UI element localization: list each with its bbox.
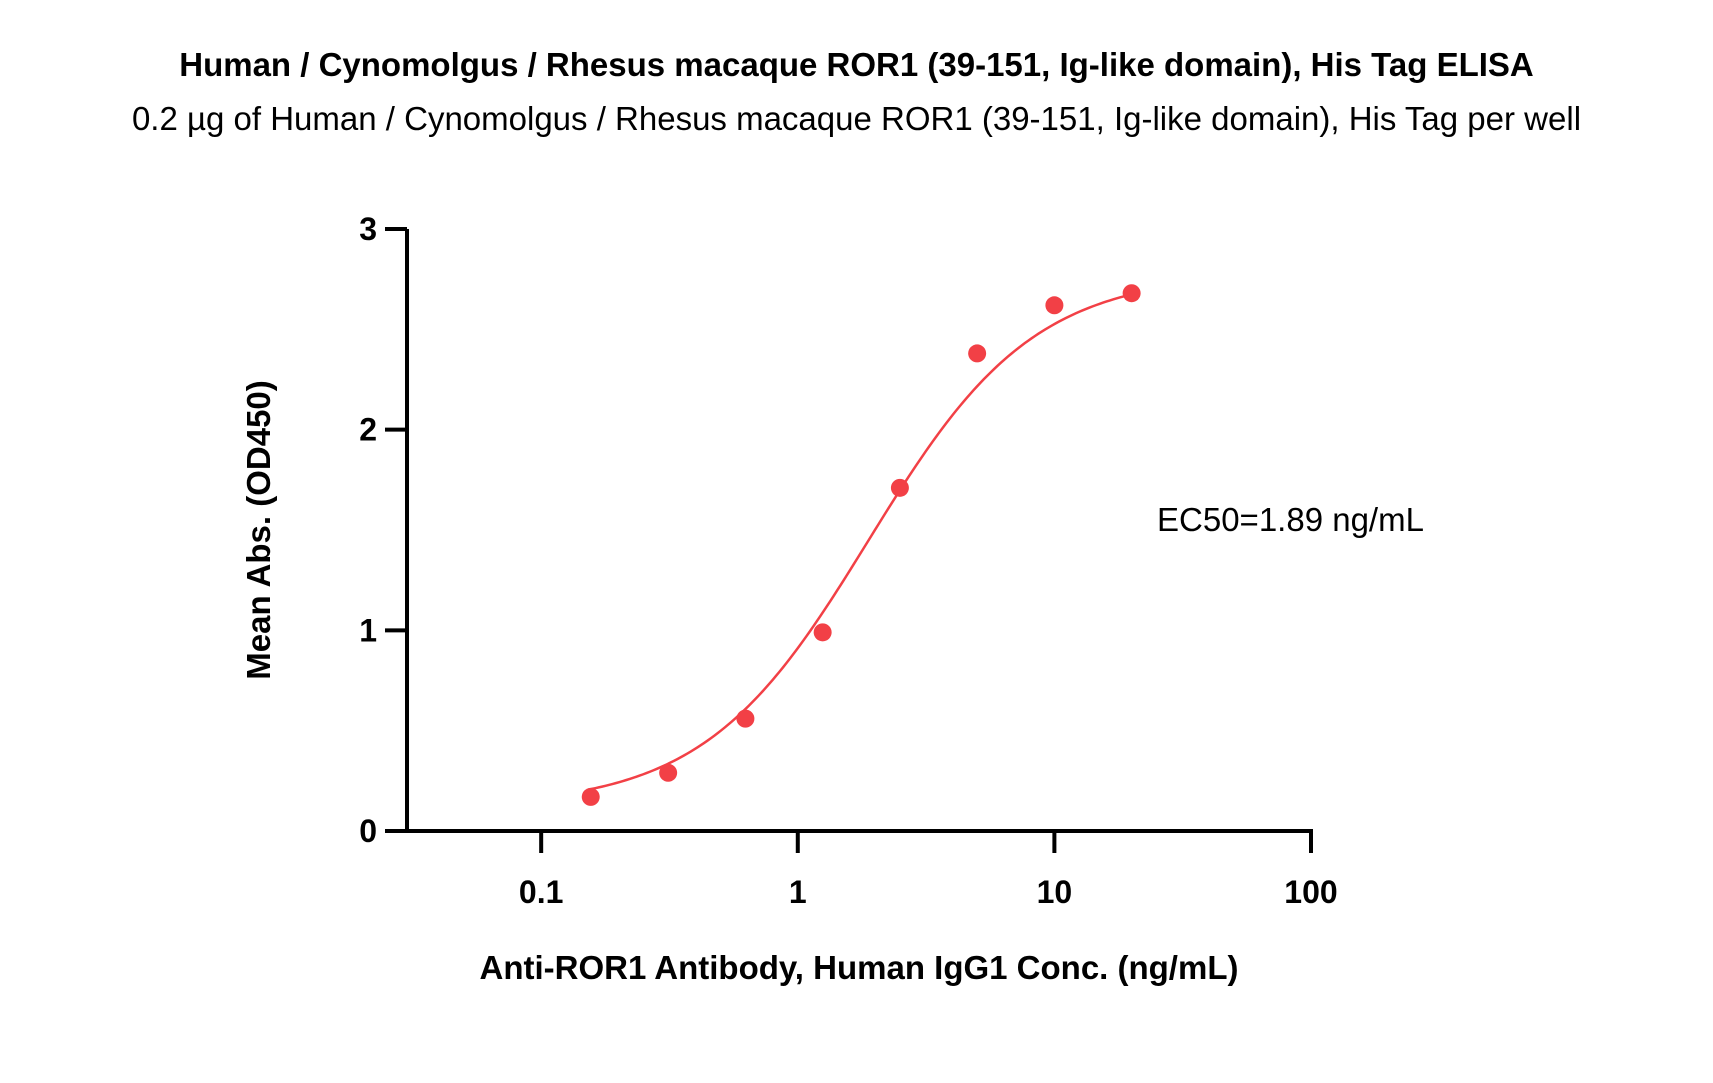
y-axis-title: Mean Abs. (OD450) [240, 380, 277, 680]
x-axis-title: Anti-ROR1 Antibody, Human IgG1 Conc. (ng… [480, 949, 1239, 986]
y-tick-label: 1 [359, 612, 377, 648]
data-point [659, 763, 678, 782]
data-point [581, 787, 600, 806]
x-tick-label: 1 [789, 874, 807, 910]
x-tick-label: 10 [1037, 874, 1073, 910]
data-point [736, 709, 755, 728]
data-points [581, 284, 1141, 806]
x-tick-label: 100 [1284, 874, 1337, 910]
chart-title: Human / Cynomolgus / Rhesus macaque ROR1… [179, 46, 1534, 83]
x-tick-label: 0.1 [519, 874, 563, 910]
data-point [890, 478, 909, 497]
data-point [1045, 296, 1064, 315]
y-tick-label: 0 [359, 813, 377, 849]
data-point [968, 344, 987, 363]
y-tick-label: 3 [359, 211, 377, 247]
data-point [813, 623, 832, 642]
axes: 0 1 2 3 0.1 1 10 100 [359, 211, 1337, 910]
ec50-annotation: EC50=1.89 ng/mL [1157, 501, 1424, 538]
y-tick-label: 2 [359, 412, 377, 448]
chart-subtitle: 0.2 µg of Human / Cynomolgus / Rhesus ma… [131, 100, 1582, 137]
fit-curve [588, 292, 1135, 791]
data-point [1122, 284, 1141, 303]
